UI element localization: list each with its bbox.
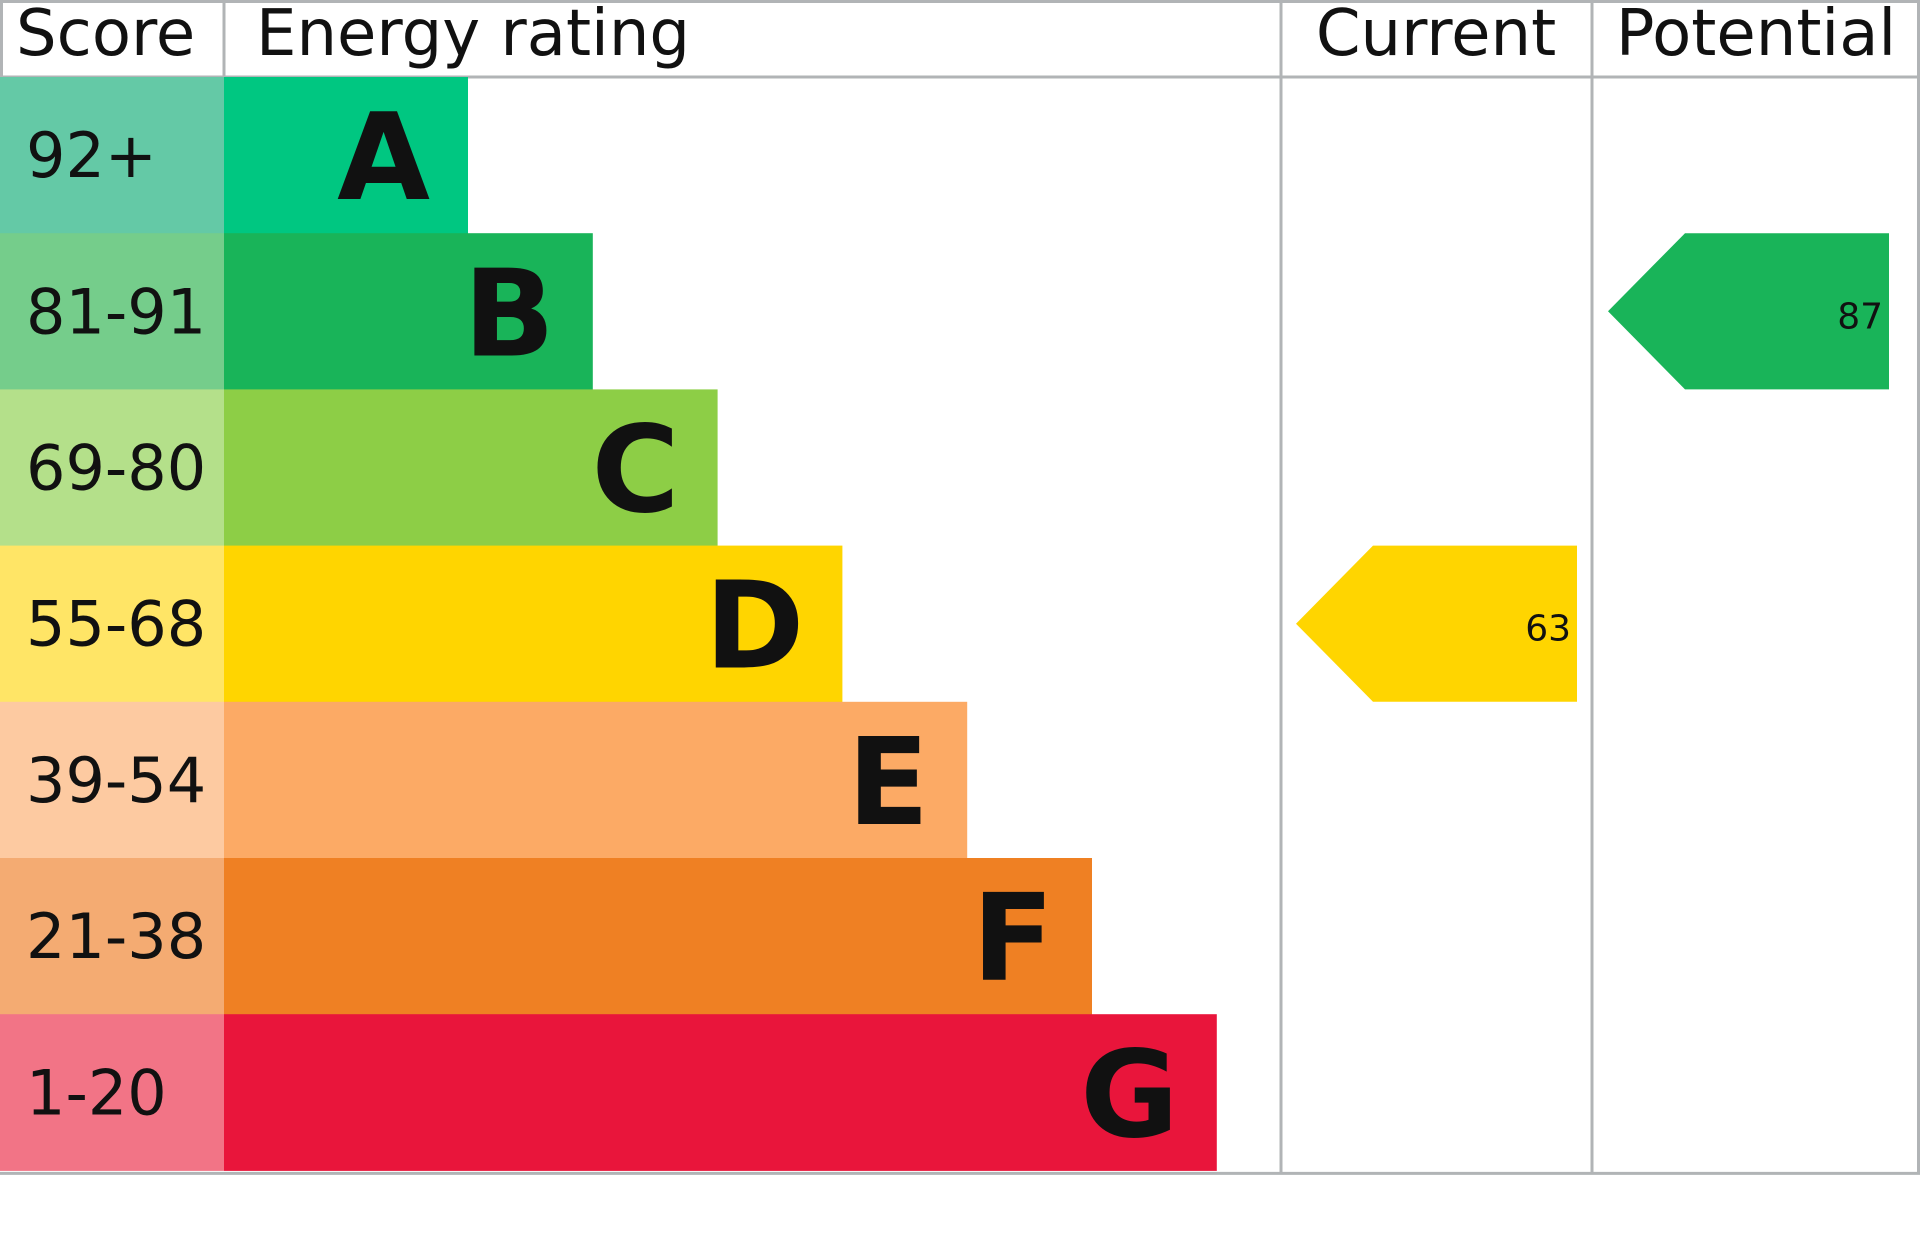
header-energy-rating: Energy rating xyxy=(256,0,690,71)
score-cell xyxy=(0,389,224,547)
score-label: 69-80 xyxy=(26,432,206,505)
score-label: 55-68 xyxy=(26,588,206,661)
rating-letter: E xyxy=(847,714,929,853)
rating-bar xyxy=(224,233,593,390)
score-cell xyxy=(0,233,224,390)
band-row-d: 55-68 D xyxy=(0,545,843,703)
potential-rating-marker: 87 xyxy=(1608,233,1889,390)
rating-bar xyxy=(224,701,968,859)
score-label: 39-54 xyxy=(26,744,206,817)
score-label: 1-20 xyxy=(26,1056,167,1129)
score-label: 92+ xyxy=(26,119,157,192)
rating-letter: B xyxy=(463,245,554,384)
rating-letter: D xyxy=(705,558,805,697)
band-row-f: 21-38 F xyxy=(0,858,1092,1015)
band-row-g: 1-20 G xyxy=(0,1014,1217,1171)
header-current: Current xyxy=(1316,0,1556,71)
current-rating-marker-value: 63 xyxy=(1525,609,1571,650)
potential-rating-marker-arrow xyxy=(1608,233,1889,390)
score-cell xyxy=(0,701,224,859)
header-score: Score xyxy=(16,0,195,71)
rating-bar xyxy=(224,77,468,234)
potential-rating-marker-value: 87 xyxy=(1837,296,1883,337)
rating-letter: F xyxy=(972,870,1054,1009)
score-cell xyxy=(0,77,224,234)
rating-bar xyxy=(224,1014,1217,1171)
current-rating-marker-arrow xyxy=(1296,545,1577,702)
rating-bar xyxy=(224,858,1092,1015)
score-label: 81-91 xyxy=(26,275,206,348)
current-rating-marker: 63 xyxy=(1296,545,1577,702)
band-row-e: 39-54 E xyxy=(0,701,968,859)
rating-bar xyxy=(224,545,843,703)
score-cell xyxy=(0,858,224,1015)
score-cell xyxy=(0,545,224,703)
rating-letter: C xyxy=(592,402,680,541)
score-label: 21-38 xyxy=(26,900,206,973)
band-row-b: 81-91 B xyxy=(0,233,593,390)
rating-bar xyxy=(224,389,718,547)
band-row-c: 69-80 C xyxy=(0,389,718,547)
rating-letter: A xyxy=(337,89,430,228)
band-row-a: 92+ A xyxy=(0,77,468,234)
rating-letter: G xyxy=(1080,1026,1179,1165)
score-cell xyxy=(0,1014,224,1171)
header-potential: Potential xyxy=(1616,0,1896,71)
